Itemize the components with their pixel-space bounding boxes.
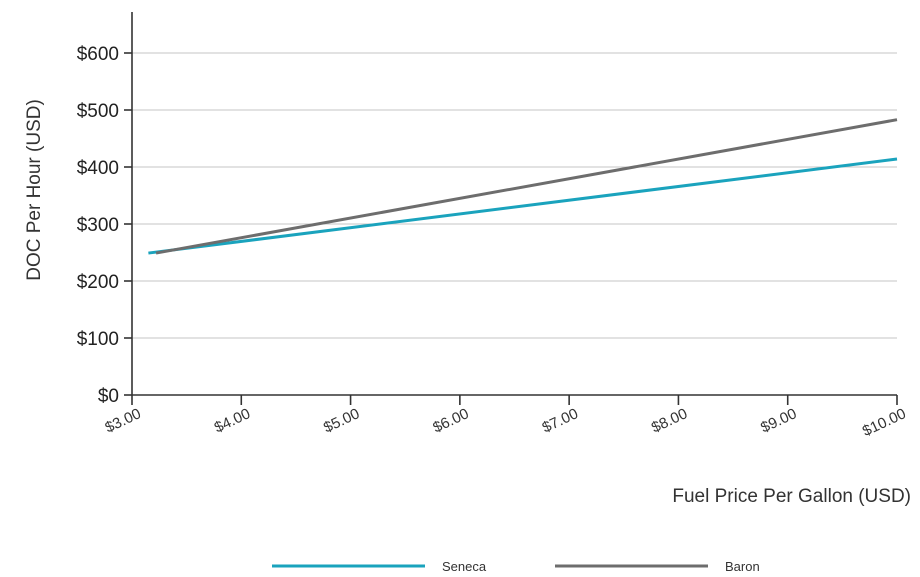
gridlines <box>132 52 897 339</box>
legend-label-seneca: Seneca <box>442 559 487 574</box>
y-axis-title: DOC Per Hour (USD) <box>24 99 45 281</box>
y-axis-ticks: $0 $100 $200 $300 $400 $500 $600 <box>77 44 132 407</box>
y-tick-label: $500 <box>77 101 119 122</box>
x-tick-label: $8.00 <box>649 405 690 436</box>
legend-label-baron: Baron <box>725 559 760 574</box>
x-axis-ticks: $3.00 $4.00 $5.00 $6.00 $7.00 $8.00 $9.00 $10.0… <box>102 395 909 440</box>
y-tick-label: $0 <box>98 386 119 407</box>
y-tick-label: $600 <box>77 44 119 65</box>
y-tick-label: $300 <box>77 215 119 236</box>
series-line-baron <box>155 118 898 255</box>
x-tick-label: $6.00 <box>430 405 471 436</box>
legend: Seneca Baron <box>272 559 760 574</box>
series-lines <box>148 118 898 255</box>
y-tick-label: $200 <box>77 272 119 293</box>
x-tick-label: $5.00 <box>321 405 362 436</box>
x-tick-label: $10.00 <box>860 405 909 440</box>
y-tick-label: $100 <box>77 329 119 350</box>
y-tick-label: $400 <box>77 158 119 179</box>
x-axis-title: Fuel Price Per Gallon (USD) <box>672 486 911 507</box>
x-tick-label: $9.00 <box>758 405 799 436</box>
x-tick-label: $7.00 <box>540 405 581 436</box>
x-tick-label: $3.00 <box>102 405 143 436</box>
series-line-seneca <box>148 157 898 255</box>
x-tick-label: $4.00 <box>212 405 253 436</box>
